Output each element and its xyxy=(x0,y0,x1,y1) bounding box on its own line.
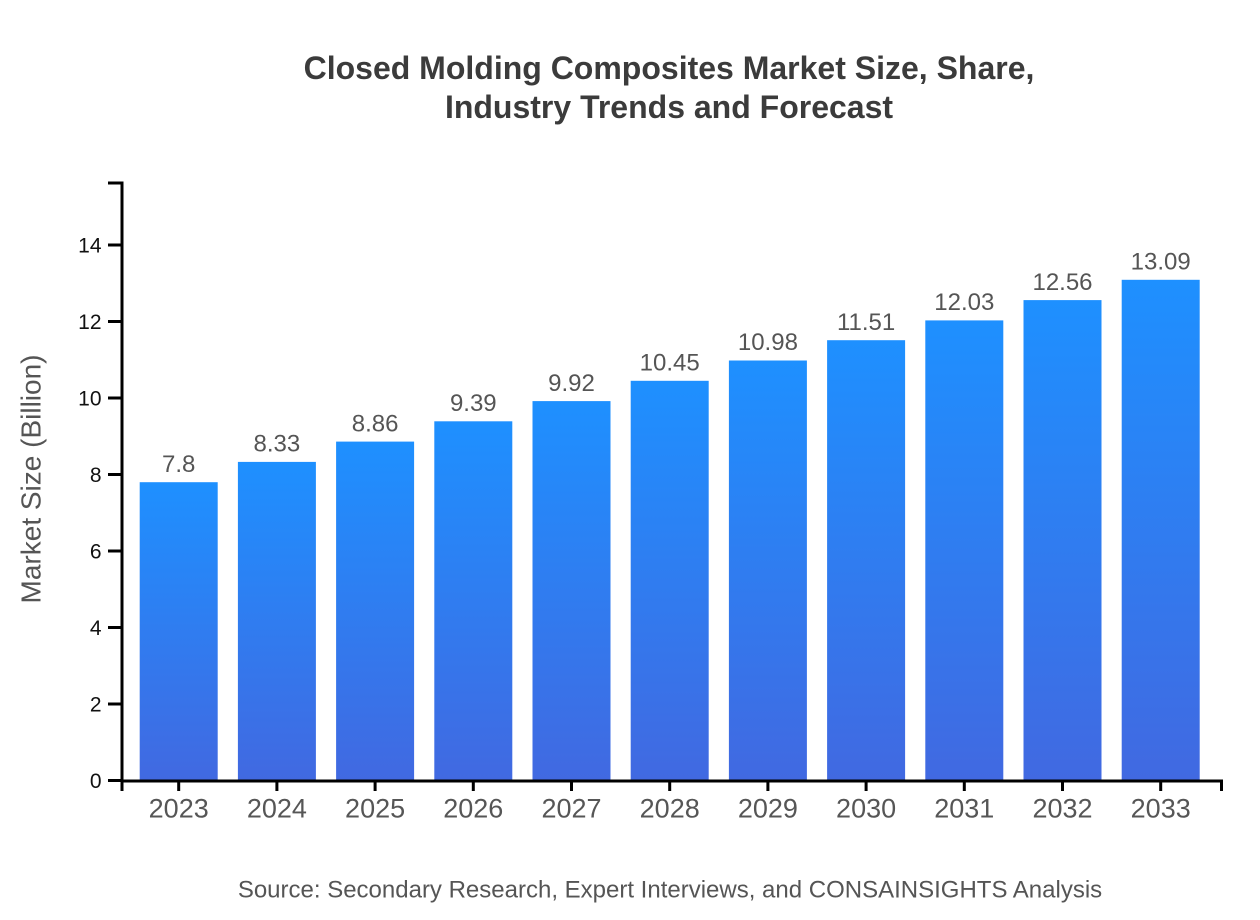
svg-text:2026: 2026 xyxy=(443,793,503,823)
svg-text:2028: 2028 xyxy=(640,793,700,823)
svg-text:9.39: 9.39 xyxy=(450,390,497,417)
svg-text:2030: 2030 xyxy=(836,793,896,823)
svg-text:14: 14 xyxy=(78,235,102,258)
svg-text:Source: Secondary Research, Ex: Source: Secondary Research, Expert Inter… xyxy=(238,877,1102,904)
svg-text:10.45: 10.45 xyxy=(640,350,700,377)
svg-text:9.92: 9.92 xyxy=(548,370,595,397)
svg-text:2027: 2027 xyxy=(541,793,601,823)
svg-text:0: 0 xyxy=(90,770,102,793)
svg-text:2032: 2032 xyxy=(1032,793,1092,823)
svg-text:2033: 2033 xyxy=(1131,793,1191,823)
svg-text:2025: 2025 xyxy=(345,793,405,823)
svg-text:2024: 2024 xyxy=(247,793,307,823)
svg-text:10: 10 xyxy=(78,388,101,411)
svg-text:2: 2 xyxy=(90,694,102,717)
svg-text:Closed Molding Composites Mark: Closed Molding Composites Market Size, S… xyxy=(304,50,1035,86)
svg-text:8.33: 8.33 xyxy=(254,431,301,458)
svg-text:2023: 2023 xyxy=(149,793,209,823)
svg-text:Market Size (Billion): Market Size (Billion) xyxy=(16,355,47,604)
svg-text:12.56: 12.56 xyxy=(1032,269,1092,296)
svg-text:8.86: 8.86 xyxy=(352,410,399,437)
svg-text:2029: 2029 xyxy=(738,793,798,823)
svg-text:12.03: 12.03 xyxy=(934,289,994,316)
svg-text:11.51: 11.51 xyxy=(837,309,895,336)
svg-text:12: 12 xyxy=(78,311,101,334)
svg-text:10.98: 10.98 xyxy=(738,329,798,356)
svg-text:6: 6 xyxy=(90,541,102,564)
svg-text:13.09: 13.09 xyxy=(1131,249,1191,276)
svg-text:8: 8 xyxy=(90,464,102,487)
svg-text:7.8: 7.8 xyxy=(162,451,195,478)
svg-text:4: 4 xyxy=(90,617,102,640)
svg-text:Industry Trends and Forecast: Industry Trends and Forecast xyxy=(445,89,893,125)
svg-text:2031: 2031 xyxy=(934,793,994,823)
